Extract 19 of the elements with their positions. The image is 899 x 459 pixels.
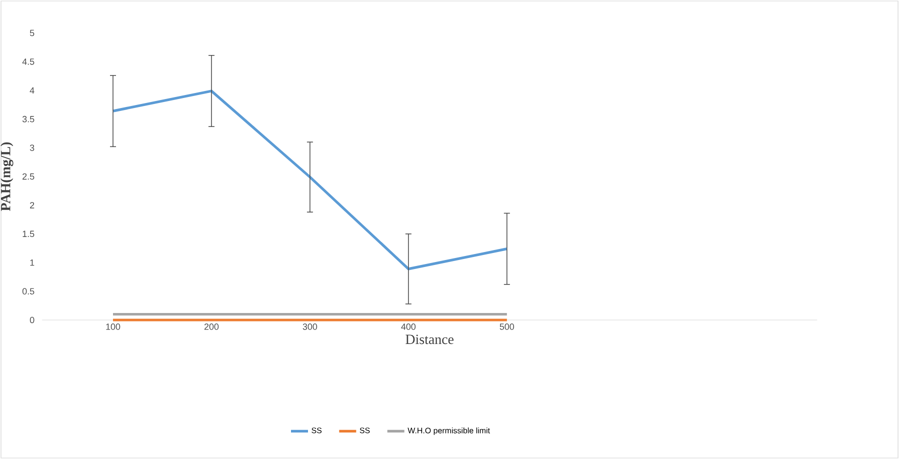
line-series <box>112 90 508 270</box>
x-tick-label: 300 <box>302 324 318 330</box>
x-tick-label: 100 <box>106 324 120 330</box>
x-tick-label: 500 <box>500 324 514 330</box>
y-tick-label: 0 <box>30 316 34 324</box>
y-tick-label: 1 <box>30 260 34 266</box>
y-tick-label: 2.5 <box>22 173 34 180</box>
x-tick-label: 400 <box>401 324 416 330</box>
y-tick-label: 1.5 <box>22 230 34 238</box>
y-tick-label: 0.5 <box>22 288 34 294</box>
x-tick-label: 200 <box>204 324 219 330</box>
y-tick-label: 4 <box>30 87 34 94</box>
y-tick-label: 2 <box>30 202 34 208</box>
y-axis-title: PAH(mg/L) <box>0 142 14 211</box>
x-axis-title: Distance <box>406 334 454 344</box>
y-tick-label: 3 <box>30 144 34 151</box>
y-tick-label: 4.5 <box>22 58 34 65</box>
y-tick-label: 3.5 <box>22 116 34 122</box>
y-tick-label: 5 <box>30 30 34 36</box>
